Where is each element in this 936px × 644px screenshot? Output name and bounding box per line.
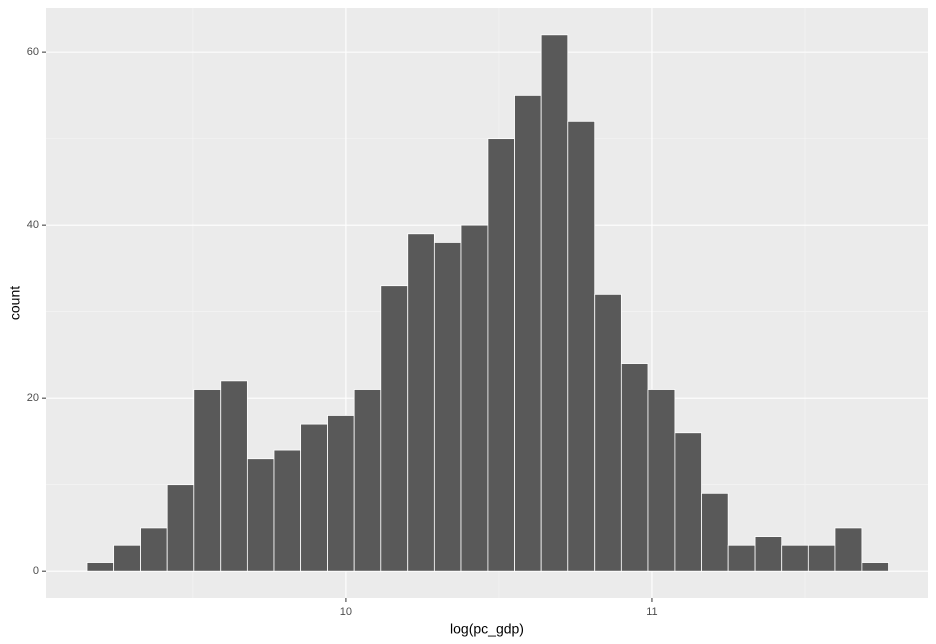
y-axis-title: count [7, 286, 23, 320]
bar [807, 544, 836, 572]
bar [861, 562, 889, 572]
bar [246, 458, 275, 572]
y-tick-label: 60 [27, 46, 39, 58]
bar [540, 34, 569, 572]
y-tick-label: 0 [33, 565, 39, 577]
bar [567, 120, 596, 572]
x-tick-label: 11 [646, 606, 657, 618]
bar [460, 224, 489, 572]
x-axis-title: log(pc_gdp) [450, 621, 524, 637]
bar [514, 94, 542, 572]
bar [193, 389, 222, 572]
bar [781, 544, 809, 572]
bar [754, 536, 783, 572]
bar [834, 527, 863, 572]
bar [273, 449, 302, 572]
bar [701, 492, 729, 572]
bar [380, 285, 409, 572]
bar [433, 242, 462, 572]
bar [166, 484, 195, 572]
bar [487, 138, 515, 572]
bar [620, 363, 649, 572]
bar [353, 389, 382, 572]
bar [407, 233, 435, 572]
bar [647, 389, 676, 572]
bar [300, 423, 328, 572]
bar [220, 380, 248, 572]
bar [140, 527, 168, 572]
y-tick-label: 40 [27, 219, 39, 231]
x-tick-label: 10 [340, 606, 352, 618]
bar [327, 415, 355, 572]
bar [86, 562, 115, 572]
bar [113, 544, 141, 572]
bar [727, 544, 756, 572]
bar [674, 432, 702, 572]
y-tick-label: 20 [27, 392, 39, 404]
bar [594, 293, 622, 572]
